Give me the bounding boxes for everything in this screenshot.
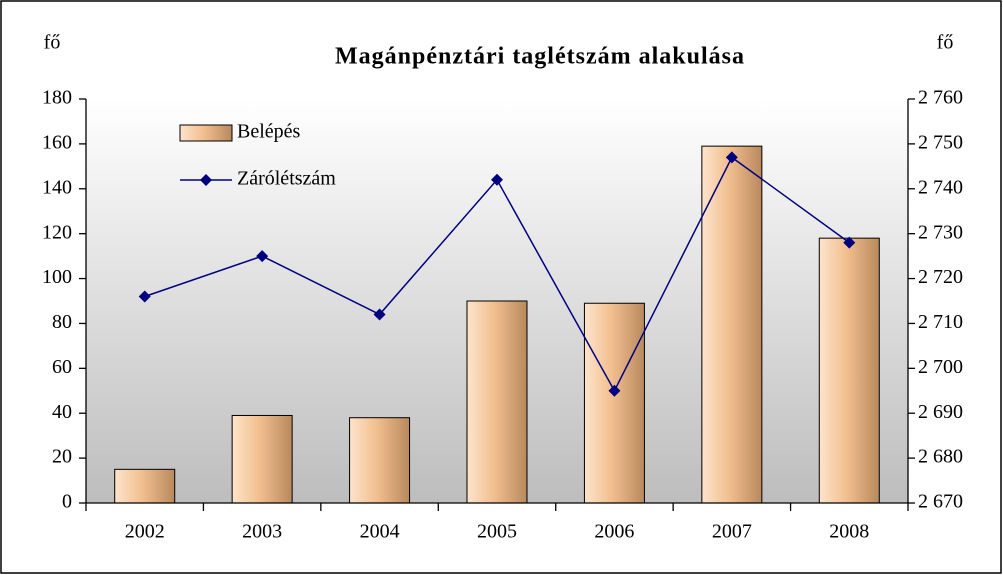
- bar: [583, 302, 645, 504]
- x-tick-label: 2005: [477, 521, 517, 543]
- marker: [256, 250, 269, 263]
- bar: [818, 237, 880, 504]
- y2-tick-label: 2 690: [918, 401, 963, 423]
- y-tick-label: 20: [52, 446, 72, 468]
- marker: [843, 236, 856, 249]
- x-tick-label: 2003: [242, 521, 282, 543]
- bar: [349, 417, 411, 504]
- legend-marker: [200, 174, 212, 186]
- y2-axis-label: fő: [937, 32, 954, 54]
- bar: [114, 468, 176, 504]
- y2-tick-label: 2 730: [918, 221, 963, 243]
- x-tick-label: 2007: [712, 521, 752, 543]
- legend-label: Belépés: [237, 121, 301, 143]
- bar: [231, 414, 293, 504]
- x-tick-label: 2002: [125, 521, 165, 543]
- marker: [138, 290, 151, 303]
- marker: [491, 173, 503, 186]
- y-tick-label: 80: [52, 311, 72, 333]
- bar: [466, 300, 528, 504]
- x-tick-label: 2006: [594, 521, 634, 543]
- y2-tick-label: 2 680: [918, 446, 963, 468]
- y-tick-label: 100: [42, 266, 72, 288]
- y-tick-label: 160: [42, 131, 72, 153]
- x-tick-label: 2004: [360, 521, 400, 543]
- marker: [373, 308, 386, 321]
- y-tick-label: 40: [52, 401, 72, 423]
- x-tick-label: 2008: [829, 521, 869, 543]
- y2-tick-label: 2 710: [918, 311, 963, 333]
- bar: [701, 145, 763, 504]
- y-tick-label: 120: [42, 221, 72, 243]
- y-tick-label: 140: [42, 176, 72, 198]
- legend-swatch: [179, 124, 233, 142]
- chart-title: Magánpénztári taglétszám alakulása: [335, 44, 745, 70]
- y2-tick-label: 2 670: [918, 491, 963, 513]
- y-tick-label: 180: [42, 87, 72, 109]
- marker: [725, 151, 738, 164]
- marker: [608, 384, 621, 397]
- y-axis-label: fő: [44, 32, 61, 54]
- y2-tick-label: 2 760: [918, 87, 963, 109]
- legend-label: Zárólétszám: [237, 168, 336, 190]
- y2-tick-label: 2 700: [918, 356, 963, 378]
- y2-tick-label: 2 750: [918, 131, 963, 153]
- y2-tick-label: 2 720: [918, 266, 963, 288]
- y2-tick-label: 2 740: [918, 176, 963, 198]
- y-tick-label: 0: [62, 491, 72, 513]
- y-tick-label: 60: [52, 356, 72, 378]
